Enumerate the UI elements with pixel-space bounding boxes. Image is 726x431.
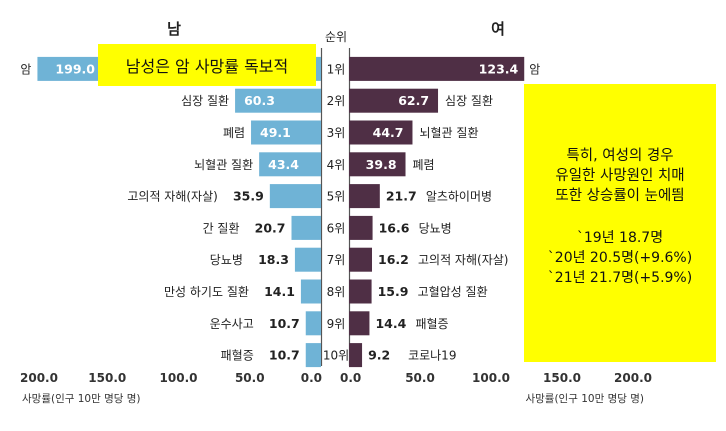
female-value-label-9: 14.4	[375, 316, 406, 331]
rank-label-6: 6위	[327, 221, 346, 235]
rank-label-4: 4위	[327, 158, 346, 172]
male-bar-10	[305, 343, 321, 368]
female-value-label-5: 21.7	[386, 189, 417, 204]
male-bar-4	[259, 152, 321, 177]
female-value-label-3: 44.7	[373, 125, 404, 140]
male-bar-5	[269, 184, 321, 209]
male-header: 남	[167, 20, 181, 38]
male-bar-8	[300, 279, 321, 304]
male-value-label-3: 49.1	[260, 125, 291, 140]
rank-label-5: 5위	[327, 190, 346, 204]
female-bar-1	[349, 56, 525, 81]
female-axis-tick-1: 0.0	[340, 371, 361, 385]
male-axis-tick-3: 100.0	[160, 371, 198, 385]
female-header: 여	[491, 20, 505, 38]
female-value-label-4: 39.8	[366, 157, 397, 172]
male-category-label-6: 간 질환	[203, 221, 240, 235]
female-value-label-6: 16.6	[379, 220, 410, 235]
callout-stat-2021: `21년 21.7명(+5.9%)	[547, 270, 693, 286]
callout-stat-2020: `20년 20.5명(+9.6%)	[547, 250, 693, 266]
female-axis-tick-3: 100.0	[472, 371, 510, 385]
callout-line-2: 유일한 사망원인 치매	[555, 168, 685, 184]
female-axis-tick-2: 50.0	[405, 371, 435, 385]
male-category-label-7: 당뇨병	[210, 253, 243, 267]
male-category-label-1: 암	[20, 62, 31, 76]
female-category-label-5: 알츠하이머병	[426, 190, 492, 204]
male-axis-tick-1: 200.0	[20, 371, 58, 385]
male-axis-tick-5: 0.0	[301, 371, 322, 385]
male-value-label-6: 20.7	[255, 220, 286, 235]
female-bar-9	[349, 311, 370, 336]
male-value-label-8: 14.1	[264, 284, 295, 299]
male-category-label-3: 폐렴	[223, 126, 245, 140]
female-category-label-6: 당뇨병	[419, 221, 452, 235]
female-category-label-1: 암	[529, 62, 540, 76]
male-bar-3	[251, 120, 321, 145]
female-value-label-1: 123.4	[479, 61, 519, 76]
male-axis-title: 사망률(인구 10만 명당 명)	[22, 393, 141, 405]
male-category-label-8: 만성 하기도 질환	[164, 285, 249, 299]
male-category-label-5: 고의적 자해(자살)	[127, 190, 217, 204]
female-value-label-10: 9.2	[368, 348, 390, 363]
female-axis-tick-5: 200.0	[614, 371, 652, 385]
male-cancer-callout-text: 남성은 암 사망률 독보적	[125, 57, 289, 76]
male-axis-tick-4: 50.0	[235, 371, 265, 385]
female-category-label-10: 코로나19	[408, 349, 456, 363]
male-value-label-10: 10.7	[269, 348, 300, 363]
rank-label-1: 1위	[327, 62, 346, 76]
male-value-label-1: 199.0	[55, 61, 95, 76]
female-axis-title: 사망률(인구 10만 명당 명)	[525, 393, 644, 405]
female-value-label-7: 16.2	[378, 252, 409, 267]
male-axis-tick-2: 150.0	[88, 371, 126, 385]
female-category-label-3: 뇌혈관 질환	[419, 126, 478, 140]
callout-stat-2019: `19년 18.7명	[576, 230, 664, 246]
male-value-label-2: 60.3	[244, 93, 275, 108]
rank-label-8: 8위	[327, 285, 346, 299]
male-category-label-4: 뇌혈관 질환	[194, 158, 253, 172]
male-value-label-4: 43.4	[268, 157, 299, 172]
female-dementia-callout: 특히, 여성의 경우 유일한 사망원인 치매 또한 상승률이 눈에띔 `19년 …	[524, 84, 716, 362]
rank-label-2: 2위	[327, 94, 346, 108]
male-category-label-2: 심장 질환	[181, 94, 229, 108]
female-bar-3	[349, 120, 413, 145]
male-bar-2	[235, 88, 321, 113]
female-category-label-7: 고의적 자해(자살)	[418, 253, 508, 267]
female-category-label-4: 폐렴	[413, 158, 435, 172]
female-bar-10	[349, 343, 363, 368]
female-category-label-8: 고혈압성 질환	[418, 285, 488, 299]
callout-line-1: 특히, 여성의 경우	[566, 148, 674, 164]
callout-line-3: 또한 상승률이 눈에띔	[555, 188, 685, 204]
female-bar-8	[349, 279, 372, 304]
male-bar-7	[294, 247, 321, 272]
female-value-label-2: 62.7	[398, 93, 429, 108]
male-cancer-callout: 남성은 암 사망률 독보적	[98, 44, 316, 86]
rank-label-9: 9위	[327, 317, 346, 331]
female-bar-4	[349, 152, 406, 177]
female-category-label-2: 심장 질환	[445, 94, 493, 108]
male-value-label-7: 18.3	[258, 252, 289, 267]
rank-label-10: 10위	[323, 349, 349, 363]
female-value-label-8: 15.9	[378, 284, 409, 299]
female-axis-tick-4: 150.0	[543, 371, 581, 385]
male-bar-9	[305, 311, 321, 336]
male-category-label-9: 운수사고	[210, 317, 254, 331]
rank-label-3: 3위	[327, 126, 346, 140]
female-bar-5	[349, 184, 380, 209]
male-value-label-9: 10.7	[269, 316, 300, 331]
female-bar-7	[349, 247, 373, 272]
male-bar-6	[291, 215, 321, 240]
female-category-label-9: 패혈증	[415, 317, 448, 331]
female-bar-6	[349, 215, 373, 240]
male-value-label-5: 35.9	[233, 189, 264, 204]
female-bar-2	[349, 88, 439, 113]
rank-label-7: 7위	[327, 253, 346, 267]
rank-header: 순위	[325, 30, 347, 44]
male-category-label-10: 패혈증	[221, 349, 254, 363]
